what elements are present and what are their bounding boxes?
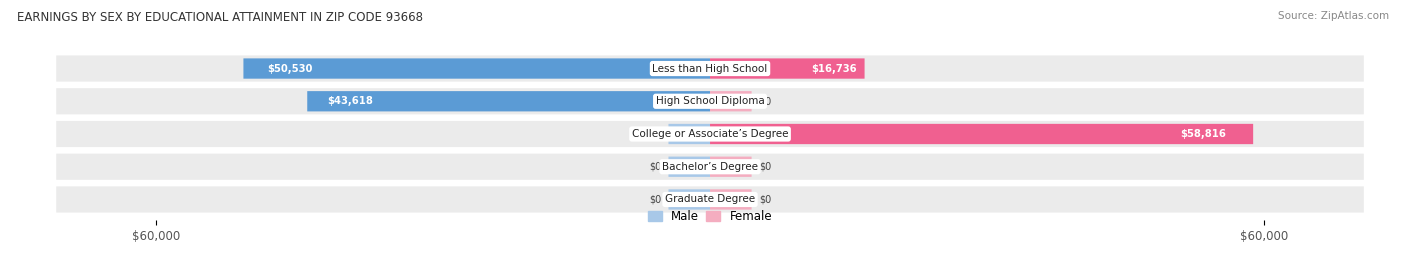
FancyBboxPatch shape (710, 91, 752, 111)
Text: Source: ZipAtlas.com: Source: ZipAtlas.com (1278, 11, 1389, 21)
Text: High School Diploma: High School Diploma (655, 96, 765, 106)
FancyBboxPatch shape (668, 157, 710, 177)
FancyBboxPatch shape (710, 189, 752, 210)
Text: EARNINGS BY SEX BY EDUCATIONAL ATTAINMENT IN ZIP CODE 93668: EARNINGS BY SEX BY EDUCATIONAL ATTAINMEN… (17, 11, 423, 24)
Text: $0: $0 (648, 129, 661, 139)
FancyBboxPatch shape (56, 186, 1364, 213)
FancyBboxPatch shape (308, 91, 710, 111)
FancyBboxPatch shape (668, 124, 710, 144)
Text: Graduate Degree: Graduate Degree (665, 195, 755, 204)
Text: $0: $0 (759, 162, 772, 172)
FancyBboxPatch shape (56, 121, 1364, 147)
Text: College or Associate’s Degree: College or Associate’s Degree (631, 129, 789, 139)
Text: $0: $0 (759, 195, 772, 204)
Legend: Male, Female: Male, Female (643, 205, 778, 228)
Text: Bachelor’s Degree: Bachelor’s Degree (662, 162, 758, 172)
FancyBboxPatch shape (56, 154, 1364, 180)
FancyBboxPatch shape (710, 124, 1253, 144)
Text: $0: $0 (648, 195, 661, 204)
Text: $58,816: $58,816 (1180, 129, 1226, 139)
Text: Less than High School: Less than High School (652, 64, 768, 73)
FancyBboxPatch shape (710, 157, 752, 177)
FancyBboxPatch shape (56, 55, 1364, 82)
Text: $0: $0 (648, 162, 661, 172)
FancyBboxPatch shape (243, 58, 710, 79)
FancyBboxPatch shape (56, 88, 1364, 114)
Text: $50,530: $50,530 (267, 64, 312, 73)
Text: $43,618: $43,618 (328, 96, 373, 106)
FancyBboxPatch shape (710, 58, 865, 79)
FancyBboxPatch shape (668, 189, 710, 210)
Text: $16,736: $16,736 (811, 64, 856, 73)
Text: $0: $0 (759, 96, 772, 106)
